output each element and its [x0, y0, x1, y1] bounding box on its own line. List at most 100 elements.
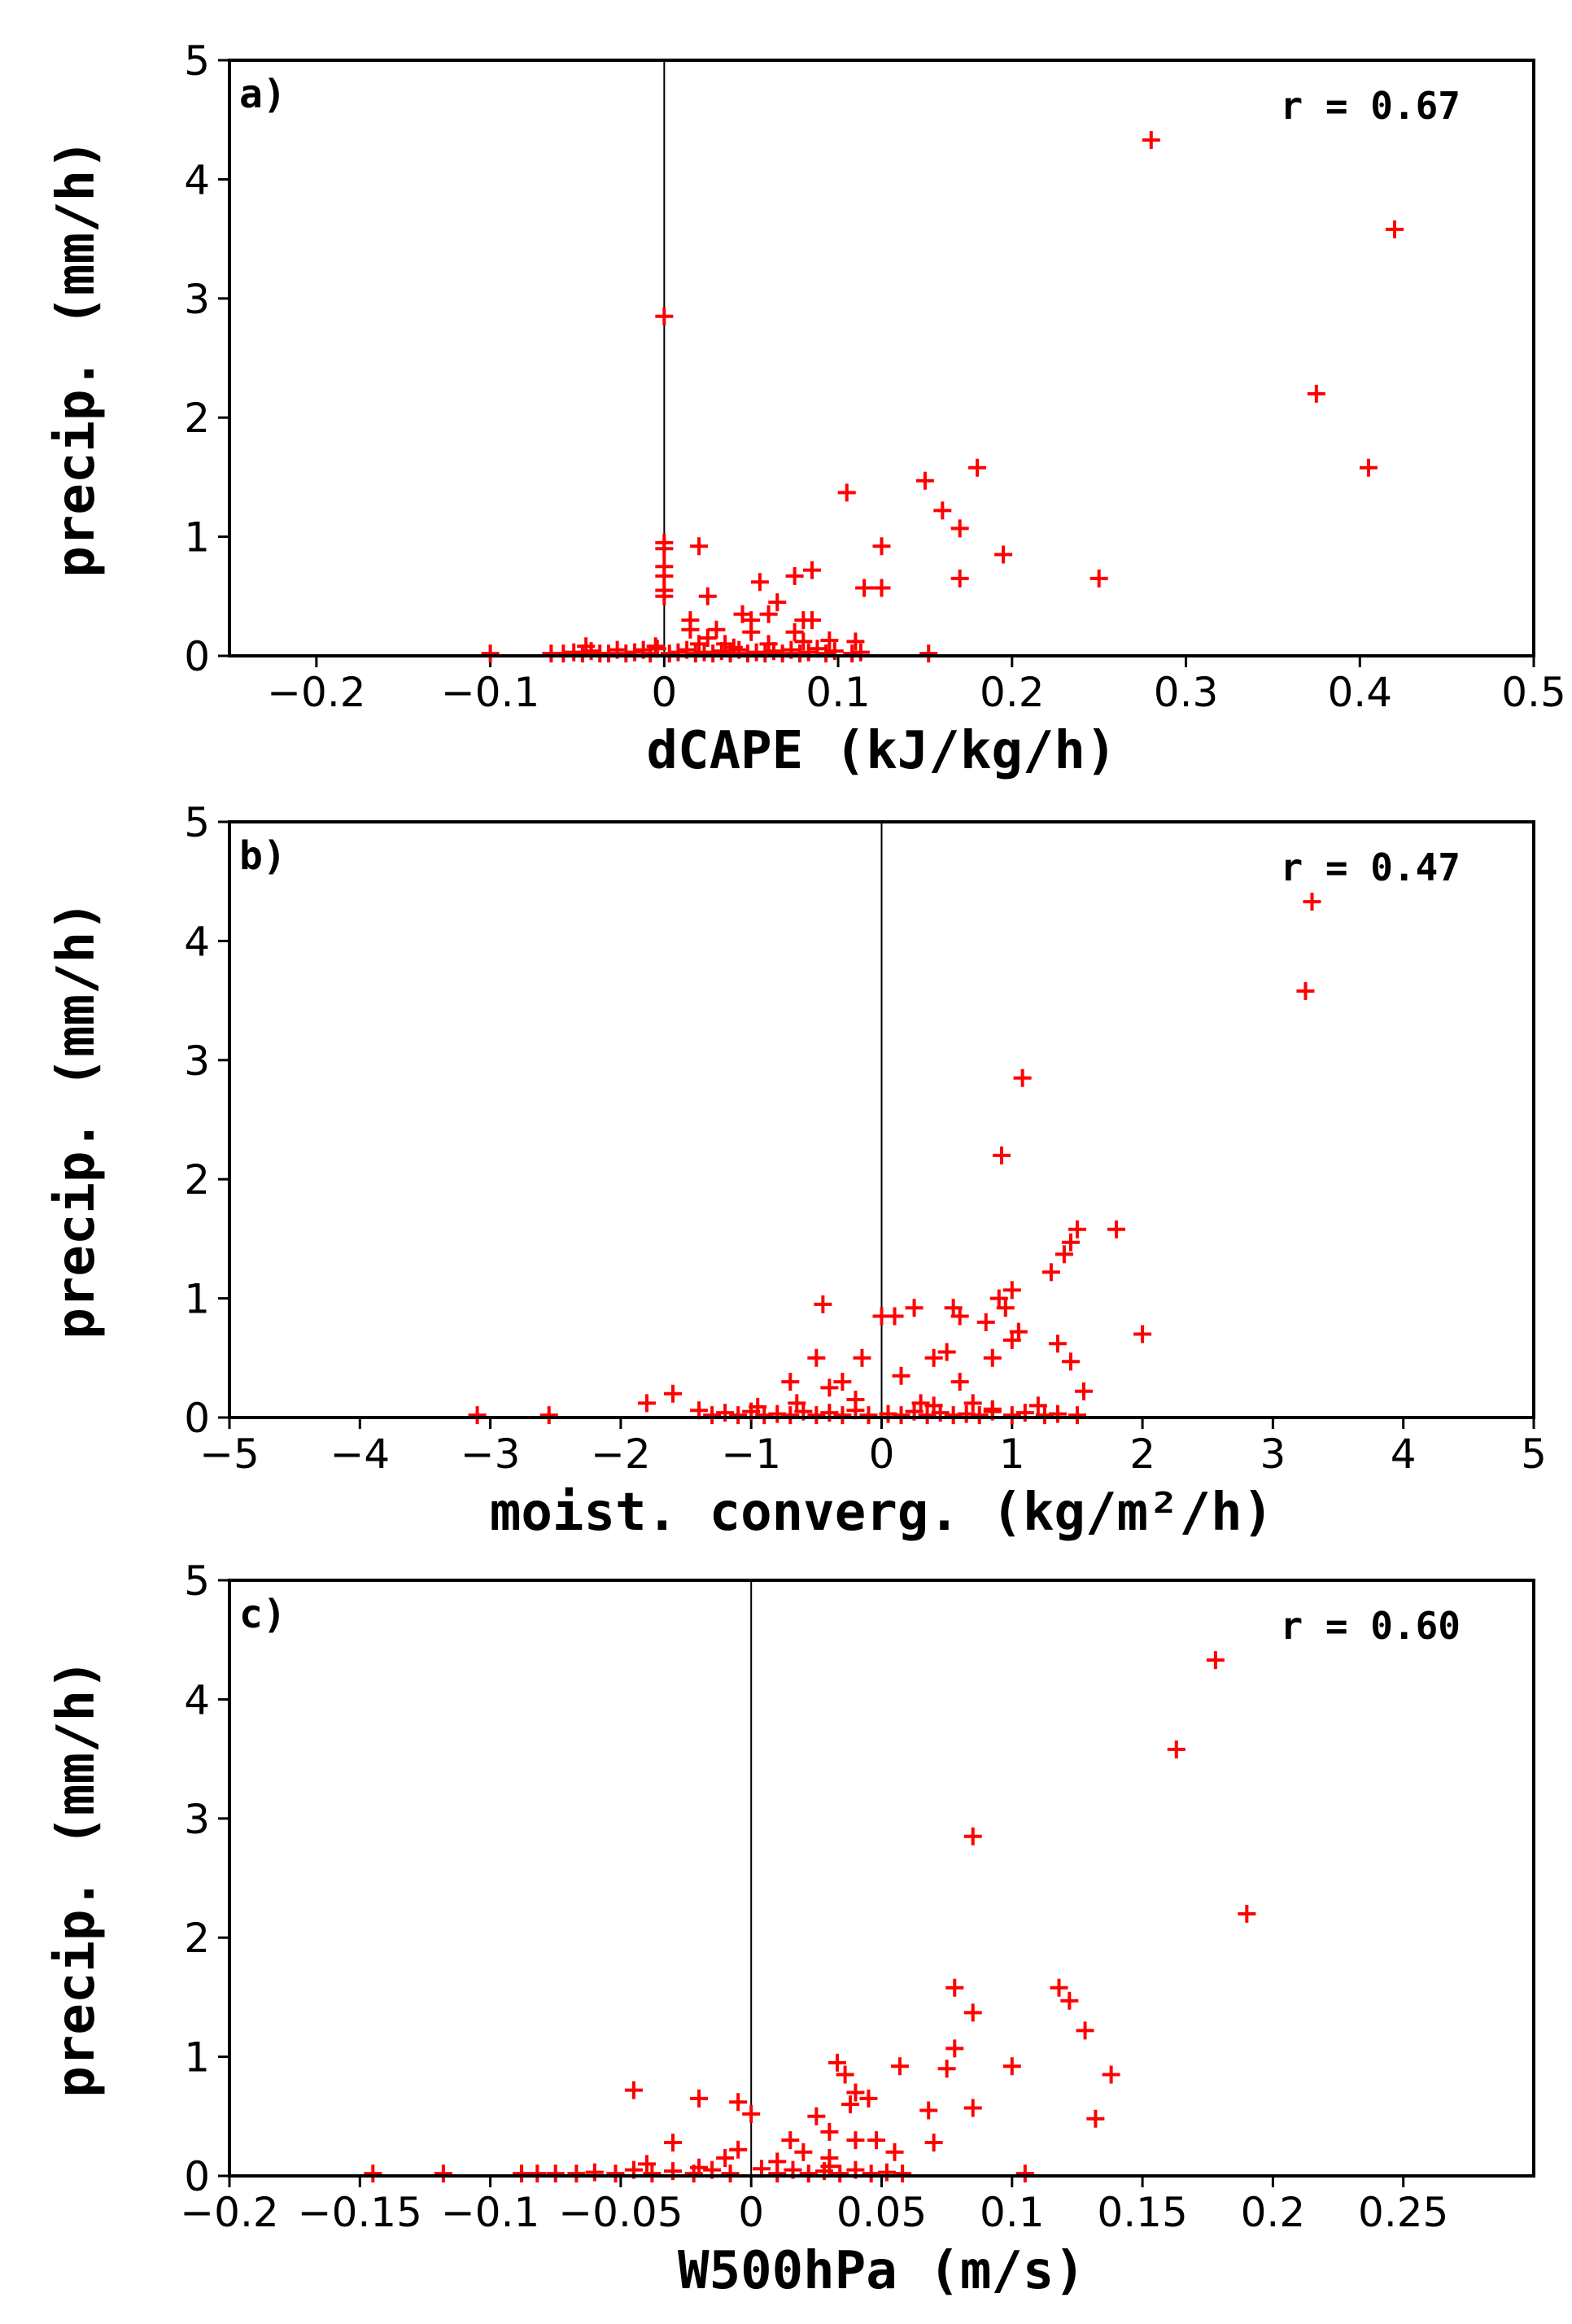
- data-point-c: [877, 2163, 896, 2182]
- data-point-b: [637, 1394, 656, 1413]
- data-point-a: [750, 573, 769, 592]
- data-point-c: [768, 2152, 787, 2171]
- y-axis-title-a: precip. (mm/h): [46, 138, 107, 577]
- y-tick-label-a: 4: [184, 156, 210, 203]
- panel-label-c: c): [239, 1592, 286, 1637]
- data-point-b: [983, 1348, 1002, 1367]
- plot-frame-a: [228, 59, 1535, 657]
- data-point-b: [749, 1397, 767, 1416]
- data-point-b: [970, 1406, 989, 1425]
- data-point-a: [950, 519, 969, 538]
- data-point-b: [729, 1406, 748, 1425]
- plot-frame-b: [228, 820, 1535, 1419]
- y-tick-label-a: 5: [184, 37, 210, 85]
- data-point-c: [963, 1827, 982, 1846]
- data-point-a: [794, 632, 813, 651]
- data-point-a: [698, 587, 717, 605]
- data-point-c: [890, 2057, 909, 2076]
- data-point-b: [807, 1406, 826, 1425]
- data-point-a: [742, 622, 761, 641]
- data-point-b: [833, 1373, 852, 1391]
- data-point-b: [963, 1394, 982, 1413]
- x-tick-label-a: −0.1: [441, 669, 539, 716]
- data-point-c: [546, 2165, 565, 2183]
- data-point-c: [721, 2165, 740, 2183]
- data-point-b: [1068, 1406, 1086, 1425]
- x-tick-label-a: 0.1: [806, 669, 871, 716]
- data-point-a: [1089, 569, 1108, 588]
- data-point-a: [704, 644, 723, 663]
- x-tick-label-b: −3: [461, 1431, 521, 1478]
- data-point-a: [625, 643, 644, 662]
- x-tick-label-c: −0.2: [180, 2189, 278, 2236]
- data-point-b: [937, 1343, 956, 1361]
- data-point-b: [703, 1406, 722, 1425]
- data-point-b: [905, 1299, 924, 1317]
- x-tick-label-c: 0.05: [836, 2189, 927, 2236]
- data-point-c: [820, 2122, 839, 2141]
- data-point-a: [785, 566, 804, 585]
- data-point-b: [885, 1307, 904, 1326]
- data-point-a: [803, 561, 822, 579]
- panel-label-b: b): [239, 833, 286, 879]
- data-point-c: [1015, 2165, 1034, 2183]
- x-tick-label-b: −2: [591, 1431, 651, 1478]
- x-tick-label-b: 5: [1521, 1431, 1547, 1478]
- data-point-c: [729, 2140, 748, 2159]
- data-point-c: [1076, 2021, 1094, 2040]
- x-tick-label-c: 0.15: [1097, 2189, 1187, 2236]
- data-point-c: [643, 2165, 662, 2183]
- data-point-b: [1061, 1233, 1080, 1252]
- data-point-b: [1002, 1330, 1021, 1349]
- data-point-b: [820, 1378, 839, 1397]
- y-tick-label-b: 5: [184, 799, 210, 846]
- data-point-c: [885, 2143, 904, 2161]
- data-point-a: [655, 587, 674, 605]
- x-tick-label-b: −1: [721, 1431, 781, 1478]
- data-point-c: [846, 2083, 865, 2102]
- data-point-c: [859, 2089, 878, 2108]
- data-point-c: [434, 2165, 452, 2183]
- data-point-b: [1303, 893, 1321, 911]
- data-point-c: [831, 2165, 849, 2183]
- data-point-b: [1002, 1281, 1021, 1300]
- data-point-a: [599, 644, 618, 663]
- data-point-a: [669, 643, 688, 662]
- x-tick-label-b: 4: [1391, 1431, 1417, 1478]
- data-point-b: [992, 1146, 1011, 1164]
- data-point-c: [513, 2165, 531, 2183]
- data-point-c: [846, 2131, 865, 2150]
- data-point-c: [690, 2089, 709, 2108]
- y-tick-label-c: 1: [184, 2034, 210, 2082]
- data-point-a: [799, 643, 818, 662]
- data-point-b: [950, 1307, 969, 1326]
- data-point-c: [945, 1978, 964, 1997]
- data-point-b: [1074, 1382, 1093, 1400]
- scatter-panel-c: −0.2 −0.15 −0.1 −0.05 0 0.05 0.1 0.15 0.2 0.25 0 1 2…: [46, 1557, 1535, 2301]
- data-point-b: [1068, 1220, 1086, 1238]
- data-point-b: [996, 1299, 1015, 1317]
- data-point-c: [862, 2165, 880, 2183]
- x-tick-label-a: 0.4: [1328, 669, 1393, 716]
- x-tick-label-b: 3: [1260, 1431, 1286, 1478]
- y-tick-label-c: 5: [184, 1557, 210, 1605]
- data-point-b: [781, 1406, 800, 1425]
- x-axis-title-a: dCAPE (kJ/kg/h): [647, 721, 1117, 781]
- y-tick-label-b: 0: [184, 1395, 210, 1442]
- data-point-a: [690, 635, 709, 653]
- data-point-c: [585, 2163, 604, 2182]
- data-point-c: [820, 2157, 839, 2176]
- data-point-a: [820, 631, 839, 649]
- x-tick-label-c: −0.15: [298, 2189, 422, 2236]
- data-point-b: [1055, 1245, 1073, 1264]
- x-tick-label-b: −5: [199, 1431, 260, 1478]
- y-axis-title-c: precip. (mm/h): [46, 1658, 107, 2097]
- plot-frame-c: [228, 1579, 1535, 2178]
- x-tick-label-a: −0.2: [267, 669, 365, 716]
- data-point-c: [528, 2165, 547, 2183]
- y-tick-label-c: 2: [184, 1915, 210, 1962]
- data-point-c: [729, 2093, 748, 2112]
- data-point-b: [853, 1348, 871, 1367]
- x-tick-label-b: 2: [1129, 1431, 1155, 1478]
